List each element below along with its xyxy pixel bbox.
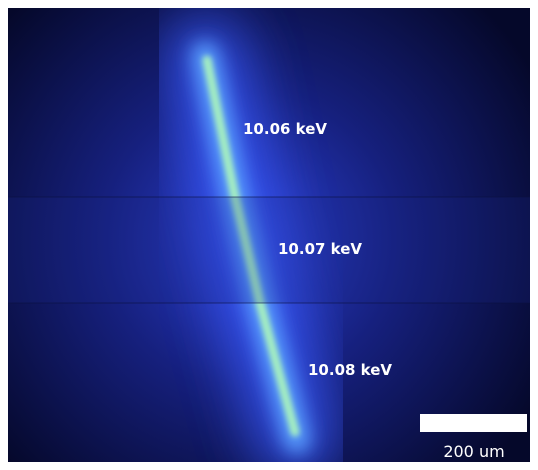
scale-label: 200 um [443,442,504,461]
page: 10.06 keV 10.07 keV 10.08 keV 200 um (()… [0,0,538,470]
photo: 10.06 keV 10.07 keV 10.08 keV 200 um [8,8,530,462]
energy-label: 10.08 keV [308,361,392,379]
scale-bar [420,414,527,432]
image: 10.06 keV 10.07 keV 10.08 keV 200 um [0,0,538,470]
energy-label: 10.07 keV [278,240,362,258]
energy-label: 10.06 keV [243,120,327,138]
middle-panel [8,197,530,303]
